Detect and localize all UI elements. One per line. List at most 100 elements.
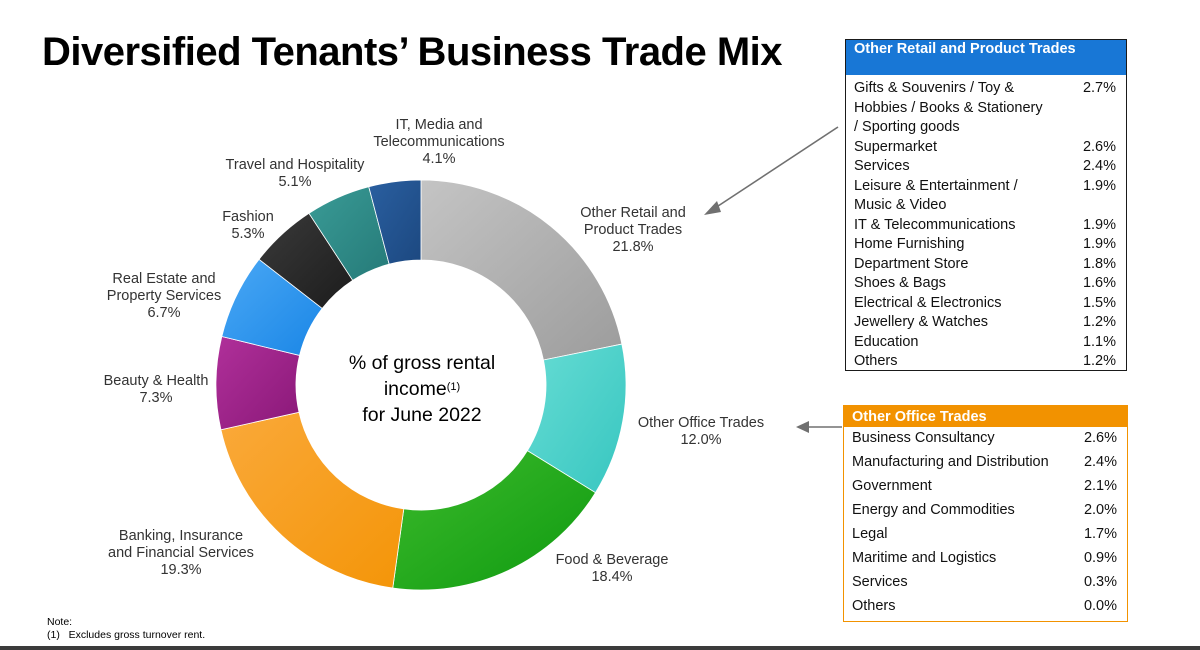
row-value: 1.2% — [1082, 353, 1116, 369]
slice-pct: 4.1% — [422, 151, 456, 167]
slice-name: Real Estate and Property Services — [106, 271, 222, 304]
row-value: 0.3% — [1083, 574, 1117, 591]
slice-pct: 12.0% — [680, 432, 722, 448]
row-label: Home Furnishing — [854, 236, 965, 252]
donut-slice-other-retail-and-product-trades — [420, 179, 623, 361]
table-row: Department Store 1.8% — [846, 255, 1126, 275]
table-row: Government 2.1% — [844, 475, 1127, 499]
slice-name: Banking, Insurance and Financial Service… — [108, 528, 254, 561]
slice-name: IT, Media and Telecommunications — [373, 117, 505, 150]
row-value: 1.9% — [1082, 177, 1116, 194]
row-value: 0.0% — [1083, 598, 1117, 615]
table-row: Home Furnishing 1.9% — [846, 235, 1126, 255]
slice-label-beauty-health: Beauty & Health 7.3% — [92, 373, 220, 407]
slice-pct: 18.4% — [591, 569, 633, 585]
note-line: (1) Excludes gross turnover rent. — [47, 629, 206, 641]
table-row: Gifts & Souvenirs / Toy & Hobbies / Book… — [846, 79, 1126, 138]
bottom-rule — [0, 646, 1200, 650]
slice-label-other-office: Other Office Trades 12.0% — [628, 415, 774, 449]
row-value: 2.4% — [1082, 158, 1116, 174]
table-row: Energy and Commodities 2.0% — [844, 499, 1127, 523]
slice-pct: 7.3% — [139, 390, 173, 406]
other-retail-breakdown-table: Other Retail and Product Trades Gifts & … — [845, 39, 1127, 371]
row-value: 1.8% — [1082, 255, 1116, 272]
row-label: Government — [852, 478, 932, 495]
row-value: 2.7% — [1082, 80, 1116, 96]
footnote: Note: (1) Excludes gross turnover rent. — [47, 616, 205, 642]
slice-name: Beauty & Health — [103, 373, 209, 389]
row-label: IT & Telecommunications — [854, 216, 1016, 233]
slice-label-banking: Banking, Insurance and Financial Service… — [96, 528, 266, 579]
table-row: Electrical & Electronics 1.5% — [846, 294, 1126, 314]
slice-label-it-media: IT, Media and Telecommunications 4.1% — [360, 117, 518, 168]
row-label: Energy and Commodities — [852, 502, 1015, 519]
row-value: 2.6% — [1083, 430, 1117, 447]
row-value: 1.1% — [1082, 333, 1116, 350]
row-value: 0.9% — [1083, 550, 1117, 567]
arrow-retail — [711, 126, 839, 211]
slice-pct: 21.8% — [612, 239, 654, 255]
donut-center-caption: % of gross rental income(1) for June 202… — [322, 350, 522, 428]
row-label: Education — [854, 333, 919, 350]
center-line-2: income(1) — [322, 376, 522, 402]
row-value: 1.9% — [1082, 236, 1116, 252]
center-line-1: % of gross rental — [348, 352, 496, 374]
slice-pct: 19.3% — [160, 562, 202, 578]
callout-arrows — [704, 126, 842, 433]
slice-pct: 6.7% — [147, 305, 181, 321]
slice-label-other-retail: Other Retail and Product Trades 21.8% — [566, 205, 700, 256]
slice-label-fashion: Fashion 5.3% — [208, 209, 288, 243]
table-row: Legal 1.7% — [844, 523, 1127, 547]
table-row: Supermarket 2.6% — [846, 138, 1126, 158]
table-row: Leisure & Entertainment / Music & Video 1… — [846, 177, 1126, 216]
row-label: Others — [852, 598, 896, 615]
row-value: 2.1% — [1083, 478, 1117, 495]
slice-pct: 5.1% — [278, 174, 312, 190]
center-income: income — [383, 378, 447, 400]
slice-name: Food & Beverage — [555, 552, 669, 568]
table-row: Others 1.2% — [846, 352, 1126, 372]
row-label: Electrical & Electronics — [854, 294, 1002, 311]
row-label: Jewellery & Watches — [854, 314, 989, 330]
retail-table-header: Other Retail and Product Trades — [846, 40, 1126, 75]
table-row: Others 0.0% — [844, 595, 1127, 619]
row-value: 2.4% — [1083, 454, 1117, 471]
row-label: Business Consultancy — [852, 430, 995, 447]
arrow-office-head — [796, 421, 809, 433]
row-label: Department Store — [854, 255, 969, 272]
arrow-retail-head — [704, 201, 721, 215]
row-label: Services — [852, 574, 908, 591]
row-label: Supermarket — [854, 138, 938, 155]
table-row: Education 1.1% — [846, 333, 1126, 353]
row-label: Shoes & Bags — [854, 275, 946, 291]
row-value: 1.7% — [1083, 526, 1117, 543]
slice-name: Travel and Hospitality — [225, 157, 365, 173]
row-value: 1.5% — [1082, 294, 1116, 311]
table-row: Shoes & Bags 1.6% — [846, 274, 1126, 294]
table-row: IT & Telecommunications 1.9% — [846, 216, 1126, 236]
table-row: Services 0.3% — [844, 571, 1127, 595]
center-line-3: for June 2022 — [362, 404, 482, 426]
slice-label-real-estate: Real Estate and Property Services 6.7% — [96, 271, 232, 322]
row-label: Services — [854, 158, 910, 174]
table-row: Maritime and Logistics 0.9% — [844, 547, 1127, 571]
row-label: Leisure & Entertainment / Music & Video — [854, 177, 1018, 214]
row-value: 1.9% — [1082, 216, 1116, 233]
other-office-breakdown-table: Other Office Trades Business Consultancy… — [843, 405, 1128, 622]
row-label: Maritime and Logistics — [852, 550, 997, 567]
note-heading: Note: — [47, 616, 73, 628]
table-row: Jewellery & Watches 1.2% — [846, 313, 1126, 333]
row-label: Legal — [852, 526, 888, 543]
footnote-ref: (1) — [446, 381, 461, 393]
table-row: Services 2.4% — [846, 157, 1126, 177]
slice-label-food-beverage: Food & Beverage 18.4% — [541, 552, 683, 586]
table-row: Business Consultancy 2.6% — [844, 427, 1127, 451]
row-label: Manufacturing and Distribution — [852, 454, 1049, 471]
slice-label-travel: Travel and Hospitality 5.1% — [214, 157, 376, 191]
row-value: 2.0% — [1083, 502, 1117, 519]
slice-pct: 5.3% — [231, 226, 265, 242]
donut-slice-it-media-and-telecommunications — [368, 179, 422, 265]
row-value: 2.6% — [1082, 138, 1116, 155]
slice-name: Other Retail and Product Trades — [580, 205, 686, 238]
